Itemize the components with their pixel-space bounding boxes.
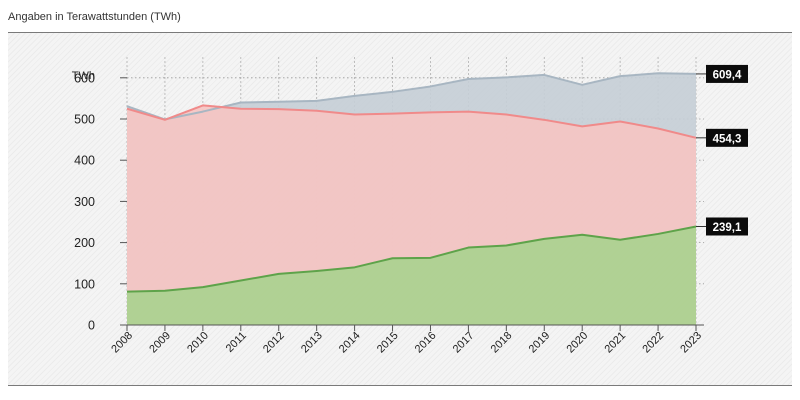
- x-tick-label: 2022: [640, 330, 666, 356]
- chart-subtitle: Angaben in Terawattstunden (TWh): [8, 11, 181, 23]
- series-2-end-label-box: [706, 128, 748, 147]
- x-tick-label: 2011: [224, 330, 249, 355]
- x-tick-label: 2019: [527, 330, 553, 356]
- x-tick-label: 2015: [375, 330, 401, 356]
- y-tick-label: 600: [74, 71, 95, 85]
- y-tick-label: 100: [74, 277, 95, 291]
- y-tick-label: 0: [88, 319, 95, 333]
- series-3-end-label-box: [706, 217, 748, 236]
- series-3-end-label: 239,1: [713, 222, 742, 234]
- series-3-area: [127, 226, 696, 325]
- x-tick-label: 2023: [678, 330, 704, 356]
- x-tick-label: 2017: [451, 330, 477, 356]
- chart-panel: 0 100 200 300 400 500 600 TWh 2008 2009 2010 2011 20…: [8, 33, 792, 385]
- bottom-divider: [8, 385, 792, 386]
- x-tick-label: 2021: [602, 330, 628, 356]
- x-tick-label: 2012: [261, 330, 287, 356]
- y-tick-label: 400: [74, 154, 95, 168]
- x-tick-label: 2010: [185, 330, 211, 356]
- top-divider: [8, 32, 792, 33]
- series-2-line: [126, 104, 697, 139]
- x-tick-label: 2008: [109, 330, 135, 356]
- x-tick-label: 2018: [489, 330, 515, 356]
- y-axis-label: TWh: [72, 70, 95, 82]
- series-3-line: [126, 225, 697, 293]
- series-2-end-label: 454,3: [713, 133, 742, 145]
- x-tick-label: 2014: [337, 330, 363, 356]
- y-tick-label: 500: [74, 113, 95, 127]
- y-tick-label: 300: [74, 195, 95, 209]
- x-tick-label: 2009: [147, 330, 173, 356]
- x-tick-label: 2020: [565, 330, 591, 356]
- x-tick-label: 2013: [299, 330, 325, 356]
- y-tick-label: 200: [74, 236, 95, 250]
- series-1-end-label: 609,4: [713, 69, 742, 81]
- x-tick-label: 2016: [413, 330, 439, 356]
- series-1-end-label-box: [706, 64, 748, 83]
